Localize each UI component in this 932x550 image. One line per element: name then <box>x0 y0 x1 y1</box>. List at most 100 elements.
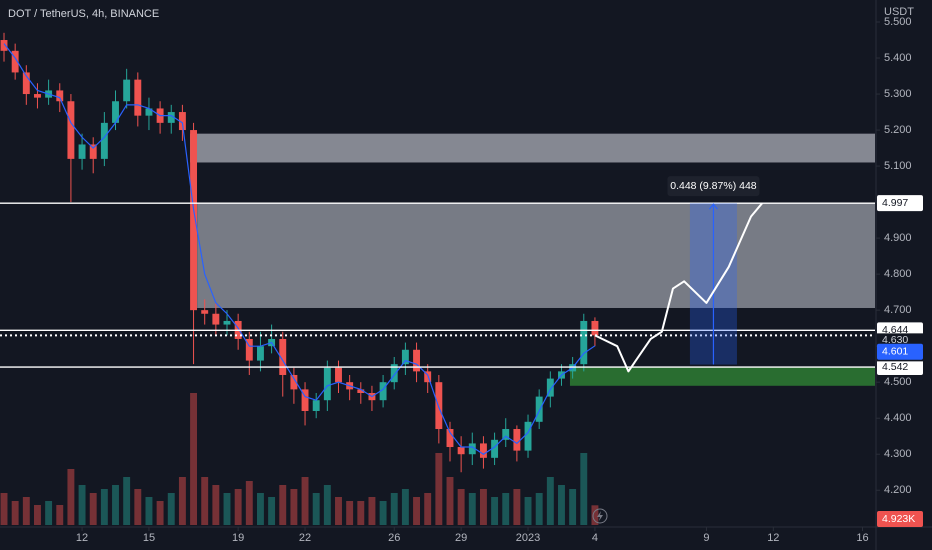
volume-bar <box>190 393 198 525</box>
moving-average <box>3 43 596 455</box>
volume <box>0 393 599 525</box>
y-tick-label: 4.200 <box>884 484 912 496</box>
volume-bar <box>301 477 309 525</box>
candle-body <box>413 349 420 372</box>
candle-body <box>591 320 599 336</box>
candle-body <box>279 338 287 375</box>
volume-bar <box>346 501 354 525</box>
y-tick-label: 4.700 <box>884 304 912 316</box>
volume-bar <box>424 493 432 525</box>
y-tick-label: 5.400 <box>884 52 912 64</box>
x-tick-label: 22 <box>299 532 311 544</box>
candle-body <box>223 320 231 325</box>
volume-bar <box>0 493 8 525</box>
candle-body <box>145 108 153 116</box>
candle-body <box>546 378 554 397</box>
candle-body <box>479 443 487 458</box>
volume-bar <box>379 501 387 525</box>
x-tick-label: 15 <box>143 532 155 544</box>
x-tick-label: 29 <box>455 532 467 544</box>
volume-bar <box>323 485 331 525</box>
candle-body <box>134 79 142 116</box>
x-tick-label: 26 <box>388 532 400 544</box>
candle-body <box>401 349 409 365</box>
volume-tag: 4.923K <box>882 513 915 525</box>
volume-bar <box>45 501 53 525</box>
volume-bar <box>89 493 97 525</box>
volume-bar <box>513 489 521 525</box>
volume-bar <box>212 485 220 525</box>
zones <box>189 133 875 386</box>
icon-bolt[interactable] <box>597 511 603 521</box>
volume-bar <box>491 497 499 525</box>
candle-body <box>78 144 86 159</box>
volume-bar <box>546 477 554 525</box>
volume-bar <box>524 497 532 525</box>
candle-body <box>524 421 532 451</box>
volume-bar <box>178 477 186 525</box>
candle-body <box>491 439 499 458</box>
candle-body <box>323 367 331 401</box>
chart-title: DOT / TetherUS, 4h, BINANCE <box>8 8 159 20</box>
candle-body <box>212 313 220 325</box>
level-tag: 4.644 <box>882 324 908 336</box>
volume-bar <box>22 497 30 525</box>
volume-bar <box>145 497 153 525</box>
measure-arrow-head <box>708 203 718 210</box>
icon-ring[interactable] <box>592 508 608 524</box>
x-tick-label: 12 <box>76 532 88 544</box>
volume-bar <box>390 493 398 525</box>
measure-label-bg <box>667 176 760 197</box>
zone <box>189 133 875 163</box>
x-tick-label: 19 <box>232 532 244 544</box>
volume-bar <box>256 493 264 525</box>
replay-icon[interactable] <box>592 508 608 524</box>
candle-body <box>379 382 387 401</box>
candle-body <box>190 130 198 311</box>
level-tag: 4.542 <box>882 361 908 373</box>
volume-bar <box>112 485 119 525</box>
volume-bar <box>223 493 231 525</box>
candle-body <box>34 94 41 98</box>
volume-bar <box>123 477 131 525</box>
x-tick-label: 9 <box>703 532 709 544</box>
y-tick-label: 5.200 <box>884 124 912 136</box>
candle-body <box>245 338 253 361</box>
volume-bar <box>357 501 365 525</box>
candle-body <box>446 429 454 448</box>
volume-bar <box>100 489 108 525</box>
volume-bar <box>245 481 253 525</box>
candle-body <box>167 112 175 123</box>
volume-bar <box>468 493 476 525</box>
volume-bar <box>78 485 86 525</box>
volume-bar <box>569 489 577 525</box>
candle-body <box>123 79 131 102</box>
candle-body <box>256 346 264 361</box>
candle-body <box>100 122 108 159</box>
volume-bar <box>535 493 543 525</box>
ma-tag: 4.601 <box>882 346 908 358</box>
x-tick-label: 2023 <box>516 532 540 544</box>
volume-tag-bg <box>877 511 923 527</box>
level-tag-bg <box>877 195 923 212</box>
candle-body <box>513 429 521 451</box>
x-tick-label: 12 <box>767 532 779 544</box>
candle-body <box>357 389 365 393</box>
candle-body <box>89 144 97 159</box>
overlays: 0.448 (9.87%) 448 <box>0 176 875 373</box>
x-tick-label: 16 <box>856 532 868 544</box>
y-tick-label: 5.500 <box>884 16 912 28</box>
volume-bar <box>279 485 287 525</box>
candle-body <box>178 112 186 131</box>
candle-body <box>457 447 465 455</box>
candle-body <box>390 364 398 383</box>
volume-bar <box>591 505 599 525</box>
y-tick-label: 4.900 <box>884 232 912 244</box>
volume-bar <box>234 489 242 525</box>
candle-body <box>535 396 543 422</box>
y-tick-label: 4.500 <box>884 376 912 388</box>
volume-bar <box>580 453 588 525</box>
last-price-tag: 4.630 <box>882 334 908 346</box>
y-tick-label: 4.400 <box>884 412 912 424</box>
